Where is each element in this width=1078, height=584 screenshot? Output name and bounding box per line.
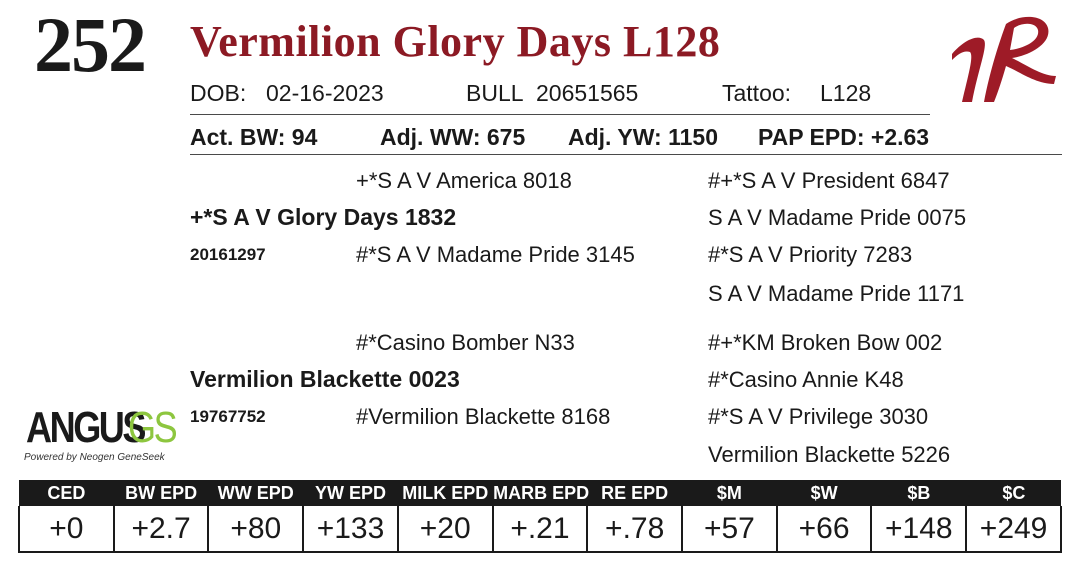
epd-value-milk: +20 (396, 506, 494, 553)
pedigree-sire-registration: 20161297 (190, 245, 266, 264)
epd-header-re: RE EPD (586, 480, 683, 506)
pedigree-dam-sire-sire: #+*KM Broken Bow 002 (708, 330, 943, 355)
animal-name: Vermilion Glory Days L128 (190, 17, 721, 66)
epd-header-row: CED BW EPD WW EPD YW EPD MILK EPD MARB E… (18, 480, 1061, 506)
pedigree-sire-sire: +*S A V America 8018 (356, 168, 572, 193)
dob-label: DOB: (190, 80, 247, 106)
lot-number: 252 (34, 1, 147, 88)
epd-value-marb: +.21 (491, 506, 589, 553)
epd-value-b-index: +148 (870, 506, 968, 553)
epd-table: CED BW EPD WW EPD YW EPD MILK EPD MARB E… (18, 480, 1062, 553)
epd-value-re: +.78 (586, 506, 684, 553)
epd-value-m-index: +57 (681, 506, 778, 553)
pedigree-sire-dam-sire: #*S A V Priority 7283 (708, 242, 913, 267)
epd-header-c-index: $C (965, 480, 1061, 506)
epd-header-bw: BW EPD (113, 480, 209, 506)
epd-header-m-index: $M (681, 480, 777, 506)
pedigree-sire: +*S A V Glory Days 1832 (190, 204, 457, 230)
vermilion-brand-logo (952, 16, 1056, 103)
gs-logo-text: GS (128, 403, 178, 452)
epd-value-ww: +80 (207, 506, 305, 553)
tattoo-value: L128 (820, 80, 872, 106)
dob-value: 02-16-2023 (266, 80, 384, 106)
pedigree-dam-registration: 19767752 (190, 407, 266, 426)
epd-header-b-index: $B (870, 480, 967, 506)
divider (190, 154, 1062, 155)
pedigree-dam-dam: #Vermilion Blackette 8168 (356, 404, 611, 429)
powered-by-text: Powered by Neogen GeneSeek (24, 452, 165, 463)
epd-header-ced: CED (18, 480, 114, 506)
tattoo-label: Tattoo: (722, 80, 792, 106)
adjusted-yearling-weight: Adj. YW: 1150 (568, 124, 718, 150)
angus-logo-text: ANGUS (26, 403, 146, 452)
epd-value-c-index: +249 (965, 506, 1062, 553)
pedigree-sire-sire-dam: S A V Madame Pride 0075 (708, 205, 967, 230)
sex-value: BULL (466, 80, 524, 106)
pap-epd: PAP EPD: +2.63 (758, 124, 930, 150)
epd-header-marb: MARB EPD (492, 480, 589, 506)
epd-header-ww: WW EPD (207, 480, 304, 506)
pedigree-sire-dam: #*S A V Madame Pride 3145 (356, 242, 635, 267)
adjusted-weaning-weight: Adj. WW: 675 (380, 124, 526, 150)
actual-birth-weight: Act. BW: 94 (190, 124, 318, 150)
pedigree-dam-sire: #*Casino Bomber N33 (356, 330, 575, 355)
epd-value-row: +0 +2.7 +80 +133 +20 +.21 +.78 +57 +66 +… (18, 506, 1062, 553)
epd-value-bw: +2.7 (112, 506, 210, 553)
epd-value-ced: +0 (18, 506, 115, 553)
epd-value-yw: +133 (302, 506, 399, 553)
epd-header-milk: MILK EPD (397, 480, 493, 506)
divider (190, 114, 930, 115)
epd-header-w-index: $W (776, 480, 872, 506)
epd-header-yw: YW EPD (302, 480, 398, 506)
registration-number: 20651565 (536, 80, 639, 106)
pedigree-dam-sire-dam: #*Casino Annie K48 (708, 367, 904, 392)
pedigree-sire-dam-dam: S A V Madame Pride 1171 (708, 281, 965, 306)
pedigree-dam: Vermilion Blackette 0023 (190, 366, 460, 392)
angus-gs-logo: ANGUS GS (26, 406, 186, 468)
pedigree-sire-sire-sire: #+*S A V President 6847 (708, 168, 950, 193)
epd-value-w-index: +66 (775, 506, 873, 553)
pedigree-dam-dam-sire: #*S A V Privilege 3030 (708, 404, 929, 429)
pedigree-dam-dam-dam: Vermilion Blackette 5226 (708, 442, 951, 467)
